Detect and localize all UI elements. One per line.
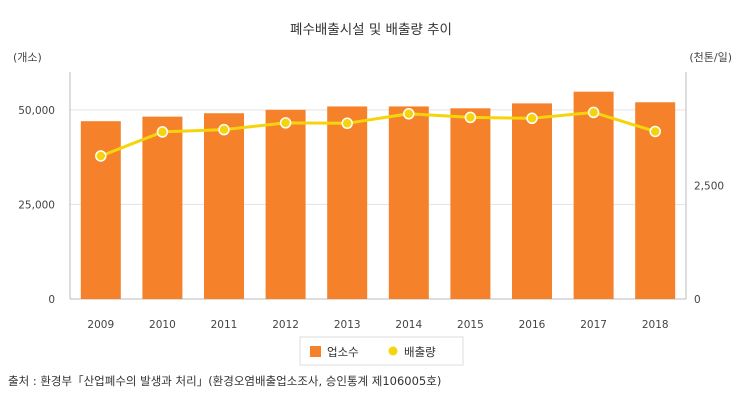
x-tick-label: 2009 (87, 319, 114, 331)
x-tick-label: 2017 (580, 319, 607, 331)
series-point (95, 150, 107, 162)
left-tick-label: 50,000 (18, 105, 55, 117)
series-point (218, 123, 230, 136)
x-tick-label: 2016 (519, 319, 546, 331)
left-tick-label: 25,000 (18, 199, 55, 211)
bar (388, 106, 429, 299)
bar (265, 109, 306, 299)
x-tick-label: 2012 (272, 319, 299, 331)
series-line (100, 110, 656, 158)
bar (80, 121, 121, 299)
chart-title: 폐수배출시설 및 배출량 추이 (290, 22, 452, 38)
x-tick-label: 2010 (149, 319, 176, 331)
x-tick-label: 2015 (457, 319, 484, 331)
series-point (156, 126, 169, 138)
series-point (403, 108, 415, 120)
series-point (587, 106, 600, 119)
bar (573, 91, 614, 299)
legend-swatch-line (388, 346, 398, 356)
legend-box (299, 336, 464, 366)
bar (327, 106, 368, 299)
series-point (526, 112, 538, 125)
series-point (279, 117, 292, 129)
bar (512, 103, 552, 299)
bar (204, 113, 244, 299)
bar (450, 108, 491, 299)
right-tick-label: 2,500 (694, 181, 724, 193)
series-point (464, 111, 477, 124)
right-tick-label: 0 (694, 294, 701, 306)
x-tick-label: 2014 (395, 319, 422, 331)
x-tick-label: 2018 (642, 319, 669, 331)
series-point (649, 125, 661, 138)
legend-label: 업소수 (327, 345, 359, 359)
series-point (341, 117, 353, 130)
right-axis-unit: (천톤/일) (689, 50, 732, 64)
chart-source: 출처 : 환경부「산업폐수의 발생과 처리」(환경오염배출업소조사, 승인통계 … (8, 374, 442, 388)
left-tick-label: 0 (48, 294, 55, 306)
legend-swatch-bar (310, 346, 321, 357)
x-tick-label: 2013 (334, 319, 361, 331)
x-tick-label: 2011 (211, 319, 238, 331)
bar (142, 116, 183, 299)
left-axis-unit: (개소) (13, 51, 42, 64)
legend-label: 배출량 (404, 345, 436, 359)
